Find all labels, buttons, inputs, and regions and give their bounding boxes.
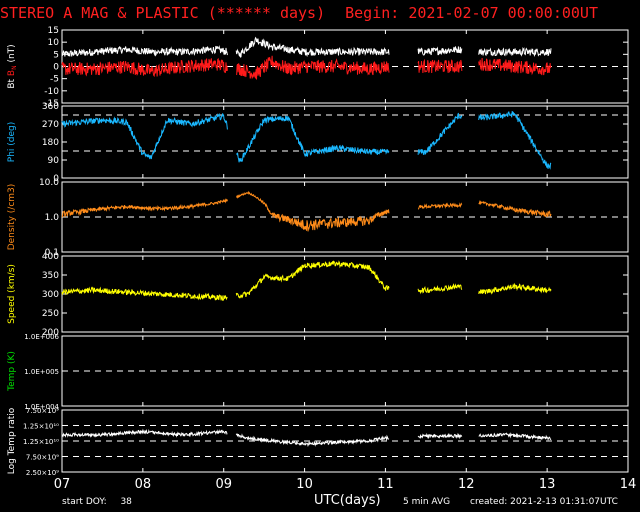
speed-series-line xyxy=(61,260,552,301)
footer-created: created: 2021-2-13 01:31:07UTC xyxy=(470,497,618,507)
y-axis-title: Speed (km/s) xyxy=(7,264,17,324)
y-tick-label: 15 xyxy=(48,26,59,36)
y-axis-title: Temp (K) xyxy=(7,351,17,392)
footer-start-doy: start DOY: 38 xyxy=(62,497,132,507)
y-tick-label: 360 xyxy=(42,102,59,112)
chart-title: STEREO A MAG & PLASTIC (****** days) Begi… xyxy=(0,4,640,22)
y-tick-label: 1.0E+005 xyxy=(24,368,59,376)
y-tick-label: 10.0 xyxy=(39,178,59,188)
y-tick-label: 300 xyxy=(42,290,59,300)
x-tick-label: 13 xyxy=(539,477,556,492)
density-series-line xyxy=(61,190,552,232)
y-tick-label: 400 xyxy=(42,252,59,262)
y-axis-title: Log Temp ratio xyxy=(7,407,17,474)
y-axis-title: Density (/cm3) xyxy=(7,184,17,251)
start-doy-value: 38 xyxy=(120,497,132,507)
bt-series-line xyxy=(61,36,552,58)
x-tick-label: 08 xyxy=(135,477,152,492)
x-tick-label: 10 xyxy=(296,477,313,492)
x-tick-label: 14 xyxy=(620,477,637,492)
y-tick-label: 350 xyxy=(42,271,59,281)
bn-series-line xyxy=(61,55,552,80)
y-tick-label: 0 xyxy=(53,174,59,184)
y-tick-label: 1.0 xyxy=(45,213,60,223)
temp-ratio-series-line xyxy=(61,428,552,448)
x-tick-label: 07 xyxy=(54,477,71,492)
panel-frame-density xyxy=(61,181,629,253)
y-tick-label: 0 xyxy=(53,63,59,73)
y-tick-label: 180 xyxy=(42,138,59,148)
title-right: Begin: 2021-02-07 00:00:00UT xyxy=(345,4,598,22)
y-tick-label: 7.50×10⁹ xyxy=(26,454,59,462)
y-tick-label: 1.25×10¹⁰ xyxy=(23,423,59,431)
x-axis-label: UTC(days) xyxy=(314,493,381,508)
y-tick-label: 250 xyxy=(42,309,59,319)
y-tick-label: 200 xyxy=(42,328,59,338)
title-left: STEREO A MAG & PLASTIC (****** days) xyxy=(0,4,326,22)
y-tick-label: 1.0E+004 xyxy=(24,403,59,411)
panel-frame-temp xyxy=(61,335,629,407)
x-tick-label: 09 xyxy=(215,477,232,492)
y-tick-label: 1.0E+006 xyxy=(24,333,59,341)
phi-series-line xyxy=(61,110,552,170)
y-tick-label: -5 xyxy=(50,75,59,85)
y-tick-label: 2.50×10⁹ xyxy=(26,469,59,477)
start-doy-label: start DOY: xyxy=(62,497,107,507)
panel-frame-phi xyxy=(61,105,629,179)
y-tick-label: 5 xyxy=(53,50,59,60)
footer-avg: 5 min AVG xyxy=(403,497,451,507)
y-tick-label: 7.50×10⁹ xyxy=(26,407,59,415)
y-tick-label: -15 xyxy=(44,99,59,109)
y-axis-title: Bt BN (nT) xyxy=(7,44,18,88)
y-tick-label: 1.25×10¹⁰ xyxy=(23,438,59,446)
y-tick-label: 90 xyxy=(48,156,60,166)
y-tick-label: -10 xyxy=(44,87,59,97)
y-axis-title: Phi (deg) xyxy=(7,122,17,162)
x-tick-label: 12 xyxy=(458,477,475,492)
y-tick-label: 270 xyxy=(42,120,59,130)
y-tick-label: 10 xyxy=(48,38,60,48)
y-tick-label: 0.1 xyxy=(45,248,59,258)
x-tick-label: 11 xyxy=(377,477,394,492)
